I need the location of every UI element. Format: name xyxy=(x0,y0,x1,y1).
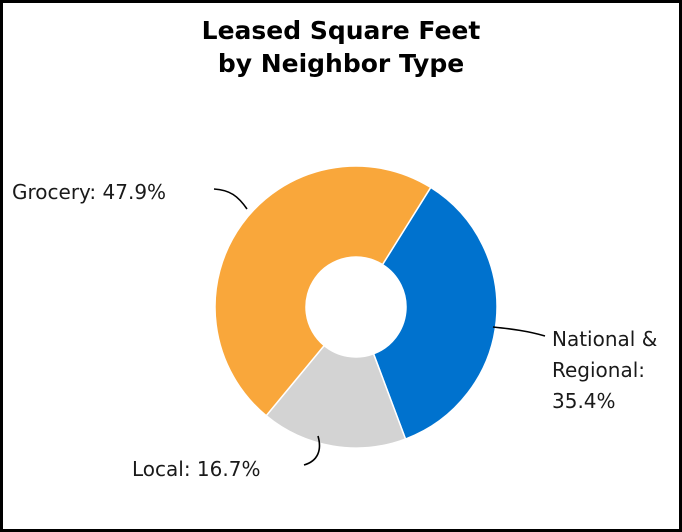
leader-line-grocery xyxy=(213,188,248,210)
data-label-national-regional: National & Regional: 35.4% xyxy=(552,327,657,413)
data-label-grocery: Grocery: 47.9% xyxy=(12,180,166,204)
chart-title-line-1: Leased Square Feet xyxy=(201,16,481,45)
data-label-line: Regional: xyxy=(552,358,645,382)
leader-line-national-regional xyxy=(492,326,546,337)
data-label-line: 35.4% xyxy=(552,389,616,413)
data-label-local: Local: 16.7% xyxy=(132,457,260,481)
chart-title-line-2: by Neighbor Type xyxy=(217,49,465,78)
data-label-line: Grocery: 47.9% xyxy=(12,180,166,204)
data-label-line: National & xyxy=(552,327,657,351)
data-label-line: Local: 16.7% xyxy=(132,457,260,481)
leader-line-local xyxy=(303,435,321,466)
slice-national-regional xyxy=(372,186,498,440)
slice-local xyxy=(265,344,407,449)
slice-grocery xyxy=(214,165,432,417)
